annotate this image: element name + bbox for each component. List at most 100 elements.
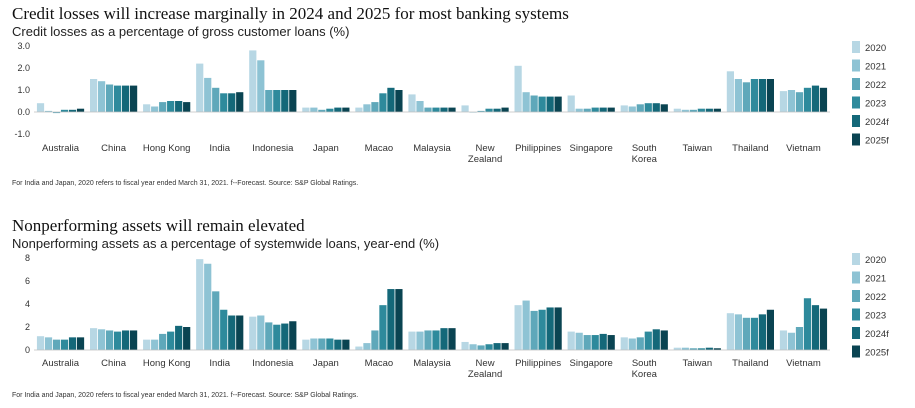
bar — [196, 63, 204, 112]
bar — [448, 328, 456, 350]
bar — [363, 104, 371, 112]
bar — [477, 345, 485, 350]
bar — [44, 110, 53, 112]
bar — [249, 50, 257, 112]
bar — [485, 344, 493, 350]
bar — [750, 317, 758, 350]
category-label: Thailand — [732, 143, 768, 154]
bar — [318, 338, 326, 350]
y-tick-label: 2.0 — [17, 63, 30, 73]
category-label: Taiwan — [683, 143, 713, 154]
bar — [660, 104, 668, 112]
bar — [644, 331, 652, 350]
category-label: Macao — [365, 143, 394, 154]
bar — [583, 108, 591, 112]
bar — [387, 289, 395, 350]
bar — [273, 324, 281, 350]
legend-swatch — [852, 345, 860, 358]
bar — [546, 307, 554, 350]
bar — [183, 327, 191, 350]
bar — [220, 93, 228, 112]
bar — [636, 104, 644, 112]
chart-footnote: For India and Japan, 2020 refers to fisc… — [12, 180, 359, 187]
legend-label: 2023 — [865, 311, 886, 322]
bar — [76, 108, 85, 112]
bar — [379, 305, 387, 350]
bar — [530, 310, 538, 350]
nonperforming-assets-chart: 0 2 4 6 8 Australia China Hong Kong India Indones… — [25, 253, 889, 380]
bar — [143, 104, 151, 112]
category-label: Singapore — [570, 358, 613, 369]
bar — [114, 331, 122, 350]
bar — [501, 343, 509, 350]
bar — [440, 107, 448, 112]
bar — [151, 106, 159, 112]
legend-label: 2021 — [865, 62, 886, 73]
bar — [355, 346, 363, 350]
category-label: Thailand — [732, 358, 768, 369]
bar — [681, 347, 689, 350]
bar — [522, 92, 530, 112]
bar — [326, 108, 334, 112]
bar — [90, 328, 98, 350]
bar — [440, 328, 448, 350]
bar — [68, 337, 77, 350]
y-tick-label: 4 — [25, 299, 30, 309]
bar — [758, 79, 766, 112]
bar — [36, 103, 45, 112]
bar — [371, 330, 379, 350]
bar — [379, 93, 387, 112]
bar — [514, 65, 522, 112]
y-tick-label: -1.0 — [14, 129, 30, 139]
bar — [424, 107, 432, 112]
bar — [212, 291, 220, 350]
category-label: Indonesia — [252, 143, 294, 154]
bar — [644, 103, 652, 112]
bar — [130, 85, 138, 112]
bar — [742, 317, 750, 350]
bar — [265, 90, 273, 112]
bar — [220, 309, 228, 350]
bar — [289, 90, 297, 112]
bar — [204, 77, 212, 112]
credit-losses-chart-panel: Credit losses will increase marginally i… — [0, 0, 915, 200]
bar — [236, 315, 244, 350]
bar — [265, 322, 273, 350]
bar — [607, 335, 615, 350]
bar — [355, 107, 363, 112]
bar — [289, 321, 297, 350]
bar — [310, 338, 318, 350]
bar — [424, 330, 432, 350]
bar — [803, 298, 812, 350]
legend-label: 2020 — [865, 255, 886, 266]
bar — [310, 107, 318, 112]
category-label: New Zealand — [468, 358, 502, 380]
bar — [787, 90, 796, 112]
legend-swatch — [852, 271, 860, 284]
bar — [530, 95, 538, 112]
bar — [281, 90, 289, 112]
bar — [734, 314, 742, 350]
bar — [787, 332, 796, 350]
bar — [408, 331, 416, 350]
legend-swatch — [852, 290, 860, 302]
bar — [461, 105, 469, 112]
legend-swatch — [852, 78, 860, 90]
legend-label: 2022 — [865, 80, 886, 91]
y-tick-label: 6 — [25, 276, 30, 286]
bar — [750, 79, 758, 112]
category-label: Vietnam — [786, 358, 821, 369]
bar — [546, 96, 554, 112]
bar — [795, 92, 804, 112]
bar — [90, 79, 98, 112]
category-label: India — [209, 143, 230, 154]
bar — [395, 289, 403, 350]
legend-label: 2024f — [865, 117, 889, 128]
bar — [689, 348, 697, 350]
category-label: India — [209, 358, 230, 369]
legend-label: 2025f — [865, 348, 889, 359]
category-label: Japan — [313, 143, 339, 154]
bar — [204, 263, 212, 350]
category-label: Singapore — [570, 143, 613, 154]
nonperforming-assets-chart-panel: Nonperforming assets will remain elevate… — [0, 212, 915, 408]
